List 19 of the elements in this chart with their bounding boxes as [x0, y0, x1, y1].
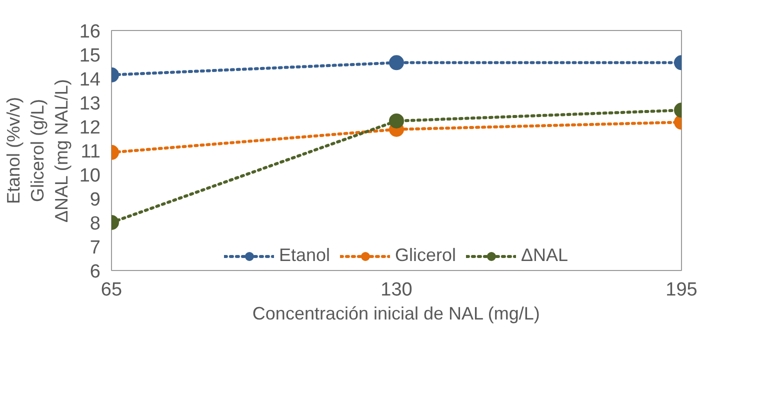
- y-tick-label: 15: [79, 46, 101, 66]
- y-tick-label: 10: [79, 166, 101, 186]
- y-tick-label: 6: [90, 262, 101, 282]
- x-axis-title: Concentración inicial de NAL (mg/L): [252, 304, 540, 324]
- y-tick-label: 11: [80, 142, 101, 162]
- y-tick-label: 12: [79, 118, 101, 138]
- y-tick-label: 9: [90, 190, 101, 210]
- y-tick-label: 7: [90, 238, 101, 258]
- y-tick-label: 14: [79, 70, 101, 90]
- legend-label: Glicerol: [394, 245, 456, 266]
- x-tick-label: 130: [380, 280, 412, 300]
- y-tick-label: 13: [79, 94, 101, 114]
- x-tick-label: 65: [100, 280, 122, 300]
- y-tick-label: 16: [79, 22, 101, 42]
- y-tick-label: 8: [90, 214, 101, 234]
- legend-label: Etanol: [278, 245, 330, 266]
- x-tick-label: 195: [666, 280, 698, 300]
- legend-label: ΔNAL: [521, 245, 568, 266]
- y-axis-title: Etanol (%v/v) Glicerol (g/L) ΔNAL (mg NAL/L): [3, 79, 72, 223]
